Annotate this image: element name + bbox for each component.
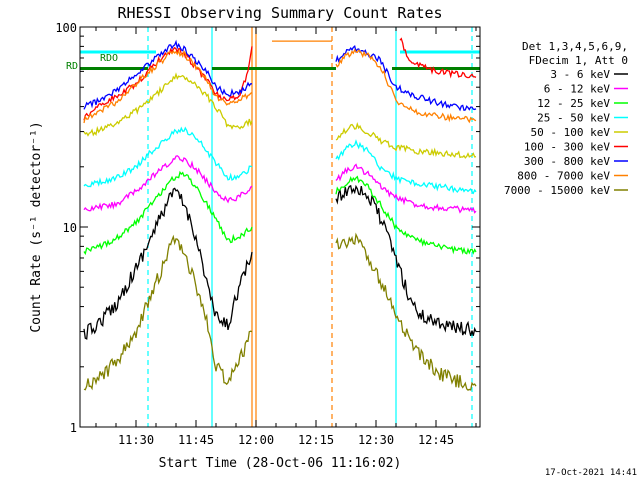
series-line-0-1 (335, 184, 477, 337)
legend-header: Det 1,3,4,5,6,9, (522, 40, 628, 53)
series-line-8-1 (335, 232, 477, 391)
legend-header: FDecim 1, Att 0 (529, 54, 628, 67)
x-tick-label: 12:30 (358, 433, 394, 447)
legend: Det 1,3,4,5,6,9,FDecim 1, Att 03 - 6 keV… (504, 40, 628, 197)
x-tick-label: 11:30 (118, 433, 154, 447)
legend-entry: 25 - 50 keV (537, 112, 610, 125)
legend-entry: 6 - 12 keV (544, 83, 611, 96)
legend-entry: 3 - 6 keV (550, 68, 610, 81)
legend-entry: 50 - 100 keV (531, 126, 611, 139)
plot-frame (79, 26, 481, 428)
series-line-1-0 (83, 155, 253, 212)
series-line-7-0 (83, 49, 253, 124)
x-tick-label: 12:45 (418, 433, 454, 447)
series-line-4-0 (83, 72, 253, 137)
chart-title: RHESSI Observing Summary Count Rates (117, 4, 442, 22)
x-tick-label: 12:00 (238, 433, 274, 447)
annotation-rd: RD (66, 61, 78, 72)
series-line-6-0 (83, 39, 252, 110)
series-line-0-0 (83, 187, 253, 340)
y-tick-label: 100 (55, 21, 77, 35)
y-tick-label: 1 (70, 421, 77, 435)
series-line-2-0 (83, 170, 253, 256)
plot-area: 11:30 11:45 12:00 12:15 12:30 12:45 1 10 100 RDO R… (55, 21, 481, 447)
y-tick-label: 10 (63, 221, 77, 235)
series-line-5-1 (399, 37, 477, 79)
legend-entry: 100 - 300 keV (524, 141, 610, 154)
x-tick-label: 11:45 (178, 433, 214, 447)
y-axis-label: Count Rate (s⁻¹ detector⁻¹) (29, 121, 44, 332)
annotation-rdo: RDO (100, 53, 118, 64)
series-line-1-1 (335, 163, 477, 214)
series-line-2-1 (335, 175, 477, 255)
footer-date: 17-Oct-2021 14:41 (545, 468, 637, 478)
series-line-3-0 (83, 126, 253, 188)
x-axis-label: Start Time (28-Oct-06 11:16:02) (159, 456, 402, 471)
series-line-8-0 (83, 234, 253, 391)
series-line-4-1 (335, 121, 477, 159)
legend-entry: 7000 - 15000 keV (504, 184, 610, 197)
legend-entry: 800 - 7000 keV (517, 170, 610, 183)
legend-entry: 12 - 25 keV (537, 97, 610, 110)
x-tick-label: 12:15 (298, 433, 334, 447)
legend-entry: 300 - 800 keV (524, 155, 610, 168)
series-line-7-2 (335, 48, 477, 124)
series-line-3-1 (335, 139, 477, 195)
